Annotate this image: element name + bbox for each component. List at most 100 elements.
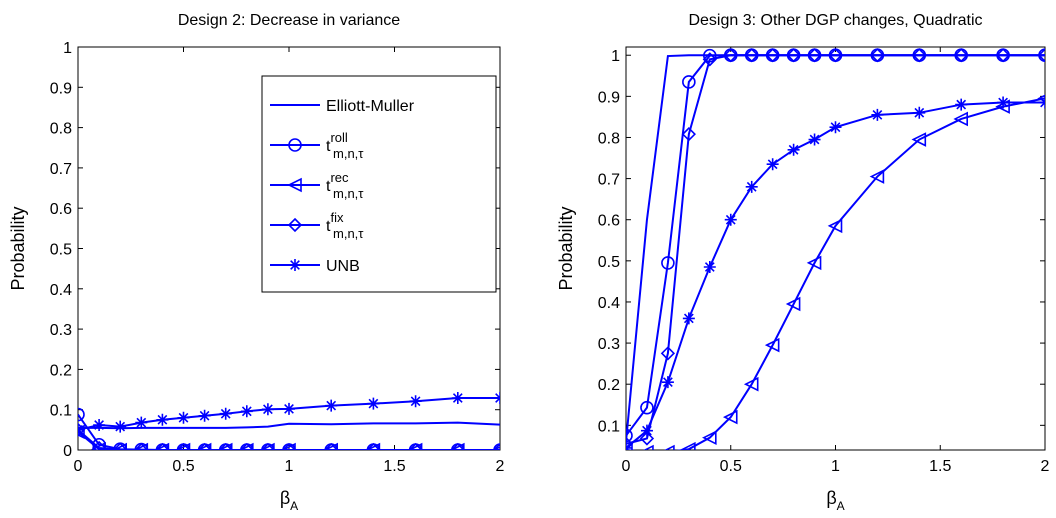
- data-point: [112, 442, 127, 450]
- y-tick-label: 0.5: [598, 254, 620, 271]
- data-point: [661, 256, 675, 270]
- data-point: [114, 420, 127, 433]
- data-point: [953, 111, 969, 127]
- y-tick-label: 0.7: [598, 172, 620, 189]
- data-point: [806, 255, 822, 271]
- data-point: [640, 424, 653, 437]
- data-point: [283, 402, 295, 415]
- data-point: [78, 422, 86, 437]
- data-point: [664, 444, 675, 450]
- data-point: [787, 143, 800, 156]
- data-point: [626, 436, 634, 450]
- x-tick-label: 1: [285, 458, 294, 475]
- data-point: [660, 346, 676, 361]
- series-line-4: [78, 429, 500, 450]
- data-point: [135, 416, 148, 429]
- legend-label: Elliott-Muller: [326, 98, 415, 115]
- x-tick-label: 0.5: [720, 458, 742, 475]
- data-point: [766, 158, 779, 171]
- data-point: [78, 407, 85, 422]
- data-point: [626, 441, 632, 450]
- data-point: [407, 442, 423, 450]
- legend-label: tfix m,n,τ: [326, 210, 364, 241]
- data-point: [175, 442, 191, 450]
- data-point: [808, 133, 821, 146]
- y-tick-label: 0.6: [50, 201, 72, 218]
- data-point: [281, 442, 297, 450]
- legend: Elliott-Muller troll m,n,τ trec m,n,τ tfix m,n…: [261, 75, 497, 293]
- data-point: [78, 423, 84, 436]
- legend-label: trec m,n,τ: [326, 170, 364, 201]
- data-point: [869, 169, 885, 184]
- legend-marker: [287, 177, 302, 193]
- y-tick-label: 0.2: [50, 362, 72, 379]
- y-tick-label: 0.5: [50, 242, 72, 259]
- y-tick-label: 0.4: [50, 282, 72, 299]
- data-point: [743, 376, 759, 392]
- data-point: [626, 428, 633, 443]
- data-point: [154, 442, 170, 450]
- data-point: [1037, 48, 1045, 63]
- y-tick-label: 0.6: [598, 213, 620, 230]
- data-point: [450, 442, 465, 450]
- x-axis-label: βA: [280, 488, 298, 513]
- data-point: [366, 442, 381, 450]
- x-tick-label: 1.5: [929, 458, 951, 475]
- data-point: [681, 127, 696, 142]
- series-group: [78, 392, 500, 450]
- data-point: [828, 48, 843, 63]
- data-point: [682, 75, 696, 89]
- data-point: [367, 397, 380, 410]
- data-point: [239, 442, 254, 450]
- data-point: [911, 132, 927, 147]
- x-tick-label: 2: [496, 458, 505, 475]
- data-point: [218, 442, 233, 450]
- data-point: [408, 442, 423, 450]
- x-tick-label: 2: [1041, 458, 1050, 475]
- data-point: [492, 442, 500, 450]
- data-point: [93, 419, 106, 432]
- legend-marker: [288, 138, 302, 152]
- legend-marker: [287, 217, 303, 233]
- data-point: [196, 442, 212, 450]
- data-point: [829, 121, 842, 134]
- data-point: [451, 392, 464, 405]
- data-point: [870, 48, 885, 63]
- data-point: [156, 413, 169, 426]
- y-tick-label: 0.7: [50, 161, 72, 178]
- data-point: [827, 218, 843, 234]
- data-point: [723, 48, 738, 63]
- y-tick-label: 0.1: [50, 403, 72, 420]
- data-point: [765, 48, 780, 63]
- y-tick-label: 0: [63, 443, 72, 460]
- x-tick-label: 0: [74, 458, 83, 475]
- y-tick-label: 0.3: [50, 322, 72, 339]
- data-point: [997, 96, 1010, 109]
- data-point: [176, 442, 191, 450]
- legend-label: UNB: [326, 258, 360, 275]
- data-point: [955, 98, 968, 111]
- chart-panel-1: 0 0.5 1 1.5 2 0 0.1 0.2 0.3 0.4 0.5 0.6 0.7 0.8 0.9 1 De…: [8, 12, 505, 513]
- data-point: [640, 400, 654, 415]
- data-point: [91, 440, 107, 450]
- data-point: [1039, 96, 1045, 109]
- data-point: [409, 395, 422, 408]
- y-tick-label: 0.8: [598, 130, 620, 147]
- x-tick-label: 1: [831, 458, 840, 475]
- data-point: [703, 261, 716, 274]
- series-line-5: [626, 101, 1045, 449]
- chart-title: Design 2: Decrease in variance: [178, 12, 400, 29]
- y-tick-label: 1: [611, 48, 620, 65]
- data-point: [954, 48, 969, 63]
- data-point: [217, 442, 233, 450]
- data-point: [764, 337, 780, 353]
- y-tick-label: 0.4: [598, 295, 620, 312]
- data-point: [722, 409, 738, 425]
- y-tick-label: 0.8: [50, 121, 72, 138]
- x-tick-label: 0.5: [172, 458, 194, 475]
- data-point: [913, 106, 926, 119]
- y-tick-label: 0.3: [598, 336, 620, 353]
- data-point: [323, 442, 339, 450]
- y-axis-label: Probability: [8, 206, 28, 290]
